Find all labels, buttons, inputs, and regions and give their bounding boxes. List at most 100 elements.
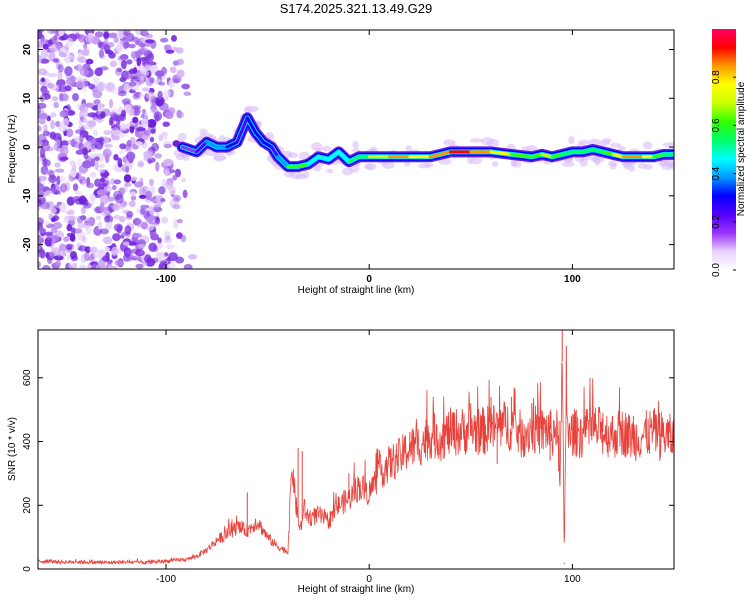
noise-blob	[122, 39, 129, 50]
noise-blob	[181, 177, 186, 183]
noise-blob	[87, 120, 97, 128]
noise-blob	[77, 222, 85, 229]
spectrogram-ytick-label: 10	[22, 92, 33, 104]
noise-blob	[103, 130, 113, 136]
colorbar-tick-label: 0.8	[711, 70, 722, 84]
ridge-segment	[195, 140, 209, 154]
noise-blob	[149, 64, 159, 72]
noise-blob	[160, 37, 169, 43]
snr-panel: -100 0 100 0 200 400 600 Height of straight li…	[7, 329, 675, 595]
noise-blob	[90, 198, 95, 206]
ridge-halo	[637, 163, 648, 169]
snr-xtick-label: -100	[156, 574, 176, 585]
ridge-halo	[287, 152, 299, 159]
ridge-halo	[418, 163, 431, 169]
noise-blob	[128, 200, 136, 208]
ridge-segment	[253, 130, 265, 144]
noise-blob	[59, 202, 67, 213]
noise-blob	[43, 124, 48, 133]
noise-blob	[153, 204, 161, 209]
noise-blob	[61, 251, 67, 257]
noise-blob	[84, 251, 90, 262]
ridge-halo	[382, 161, 395, 169]
noise-blob	[79, 264, 87, 269]
ridge-halo	[668, 161, 674, 170]
noise-blob	[146, 119, 157, 128]
noise-blob	[98, 169, 106, 174]
noise-blob	[115, 43, 123, 53]
noise-blob	[135, 141, 143, 147]
noise-blob	[48, 174, 57, 184]
noise-blob	[116, 67, 123, 73]
noise-blob	[126, 211, 134, 218]
noise-blob	[160, 260, 167, 265]
noise-blob	[82, 87, 87, 93]
ridge-halo	[365, 163, 377, 171]
noise-blob	[85, 58, 94, 65]
noise-blob	[51, 35, 59, 45]
snr-line	[38, 359, 674, 566]
noise-blob	[42, 130, 50, 137]
noise-blob	[133, 181, 144, 188]
noise-blob	[118, 187, 126, 196]
ridge-halo	[588, 138, 601, 146]
noise-blob	[38, 248, 45, 259]
noise-blob	[50, 119, 55, 130]
noise-blob	[117, 90, 127, 97]
colorbar-tick-label: 0.2	[711, 214, 722, 228]
ridge-segment	[337, 150, 351, 164]
ridge-segment	[347, 155, 361, 164]
noise-blob	[81, 236, 87, 243]
noise-blob	[145, 39, 155, 44]
noise-blob	[140, 207, 146, 215]
noise-blob	[124, 225, 132, 235]
noise-blob	[69, 160, 76, 166]
noise-blob	[40, 77, 46, 82]
noise-blob	[41, 159, 51, 167]
noise-blob	[158, 186, 166, 195]
noise-blob	[139, 93, 144, 99]
noise-blob	[169, 66, 177, 74]
noise-blob	[57, 70, 63, 81]
noise-blob	[112, 215, 121, 220]
ridge-halo	[298, 151, 310, 160]
noise-blob	[129, 191, 136, 197]
noise-blob	[182, 189, 188, 199]
noise-blob	[52, 221, 63, 230]
noise-blob	[116, 224, 122, 234]
ridge-halo	[662, 142, 674, 147]
noise-blob	[144, 62, 149, 73]
noise-blob	[123, 174, 132, 183]
noise-blob	[112, 184, 117, 191]
ridge-segment	[428, 150, 452, 159]
noise-blob	[99, 177, 106, 183]
noise-blob	[92, 129, 98, 137]
noise-blob	[38, 190, 44, 199]
noise-blob	[158, 134, 164, 142]
noise-blob	[155, 161, 160, 172]
noise-blob	[50, 112, 57, 118]
noise-blob	[55, 139, 61, 148]
noise-blob	[94, 161, 99, 171]
noise-blob	[49, 207, 57, 214]
noise-blob	[149, 178, 154, 186]
noise-blob	[136, 57, 142, 67]
noise-blob	[92, 251, 103, 259]
ridge-segment	[262, 140, 274, 149]
noise-blob	[110, 178, 115, 185]
noise-blob	[164, 181, 174, 190]
noise-blob	[78, 245, 87, 252]
ridge-segment	[550, 152, 564, 159]
noise-blob	[47, 82, 54, 89]
ridge-segment	[225, 140, 239, 149]
ridge-halo	[568, 136, 575, 145]
noise-blob	[96, 189, 107, 197]
ridge-segment	[270, 145, 280, 159]
snr-content	[38, 330, 674, 566]
noise-blob	[93, 99, 101, 106]
ridge-halo	[510, 160, 522, 168]
noise-blob	[150, 104, 157, 113]
ridge-halo	[628, 164, 635, 173]
noise-blob	[74, 65, 79, 70]
